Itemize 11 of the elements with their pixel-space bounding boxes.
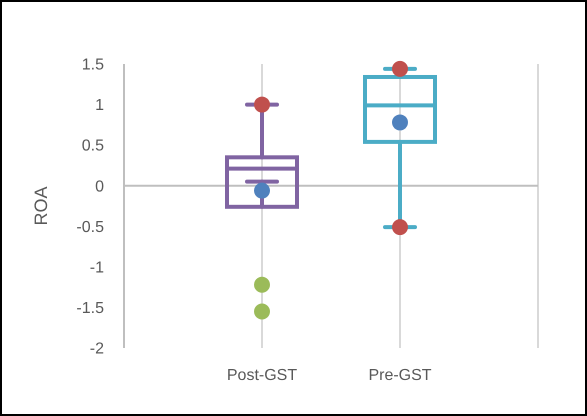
x-tick-label: Pre-GST [368, 367, 432, 384]
x-tick-label: Post-GST [226, 367, 298, 384]
y-tick-label: 1.5 [82, 56, 104, 74]
y-tick-label: -1 [90, 259, 104, 276]
y-tick-label: 1 [95, 97, 104, 114]
y-tick-label: 0 [95, 178, 104, 196]
y-tick-label: -1.5 [76, 300, 104, 318]
y-tick-label: -2 [90, 340, 104, 358]
y-axis-title: ROA [31, 186, 51, 226]
y-tick-label: -0.5 [76, 218, 104, 236]
y-tick-label: 0.5 [82, 138, 104, 155]
